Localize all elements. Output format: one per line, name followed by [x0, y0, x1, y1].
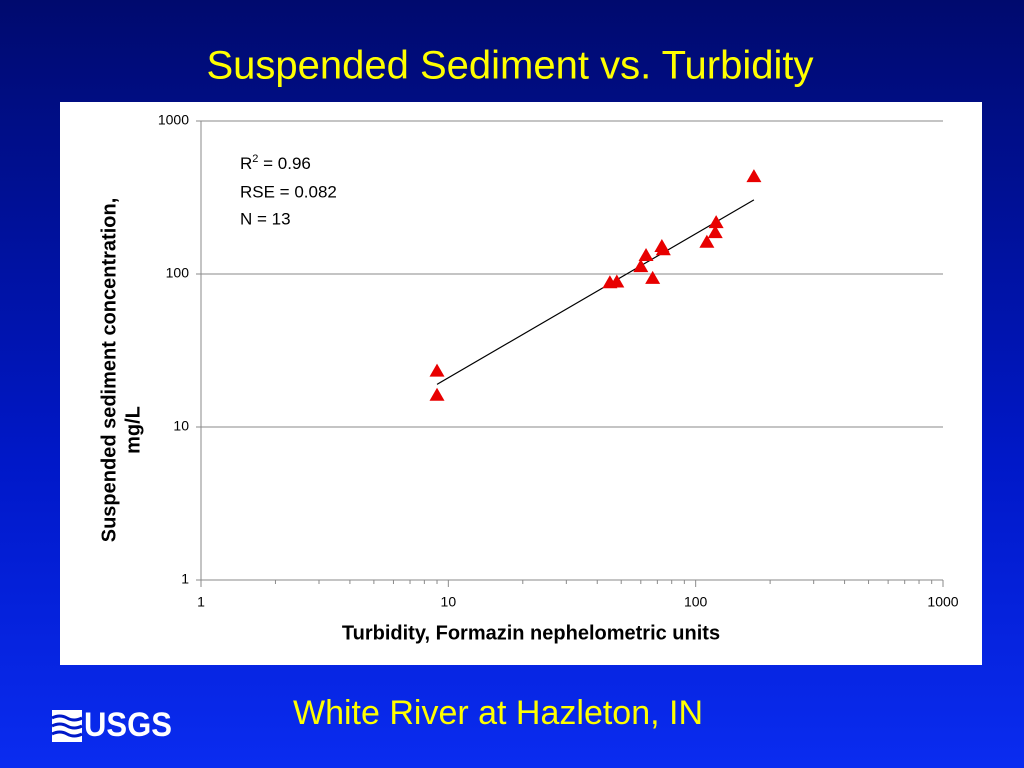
y-tick-label: 100: [166, 265, 190, 281]
y-axis-label: Suspended sediment concentration,: [98, 198, 120, 543]
marker: [655, 242, 671, 256]
stat-r-base: R: [240, 154, 252, 173]
marker: [638, 248, 654, 262]
stat-rse: RSE = 0.082: [240, 182, 337, 201]
marker: [746, 169, 762, 183]
y-tick-label: 1: [181, 571, 189, 587]
marker: [708, 215, 724, 229]
marker: [707, 225, 723, 239]
marker: [645, 270, 661, 284]
x-tick-label: 1: [197, 594, 205, 610]
x-tick-label: 1000: [927, 594, 958, 610]
y-tick-label: 10: [173, 418, 189, 434]
marker: [429, 387, 445, 401]
chart-title: Suspended Sediment vs. Turbidity: [206, 44, 813, 88]
stat-r2: R2 = 0.96: [240, 153, 311, 174]
marker: [429, 363, 445, 377]
chart-panel: [60, 102, 982, 665]
stat-r-sup: 2: [252, 153, 258, 165]
y-axis-label: mg/L: [122, 406, 144, 454]
stat-r-rest: = 0.96: [258, 154, 310, 173]
y-tick-label: 1000: [158, 112, 189, 128]
marker: [633, 259, 649, 273]
marker: [699, 234, 715, 248]
x-axis-label: Turbidity, Formazin nephelometric units: [342, 622, 720, 644]
logo: USGS: [51, 706, 172, 744]
logo-text: USGS: [84, 706, 172, 744]
stat-n: N = 13: [240, 209, 291, 228]
marker: [609, 274, 625, 288]
subtitle: White River at Hazleton, IN: [293, 694, 703, 732]
x-tick-label: 100: [684, 594, 708, 610]
logo-waves: [51, 714, 83, 738]
x-tick-label: 10: [441, 594, 457, 610]
fit-line: [436, 199, 755, 385]
